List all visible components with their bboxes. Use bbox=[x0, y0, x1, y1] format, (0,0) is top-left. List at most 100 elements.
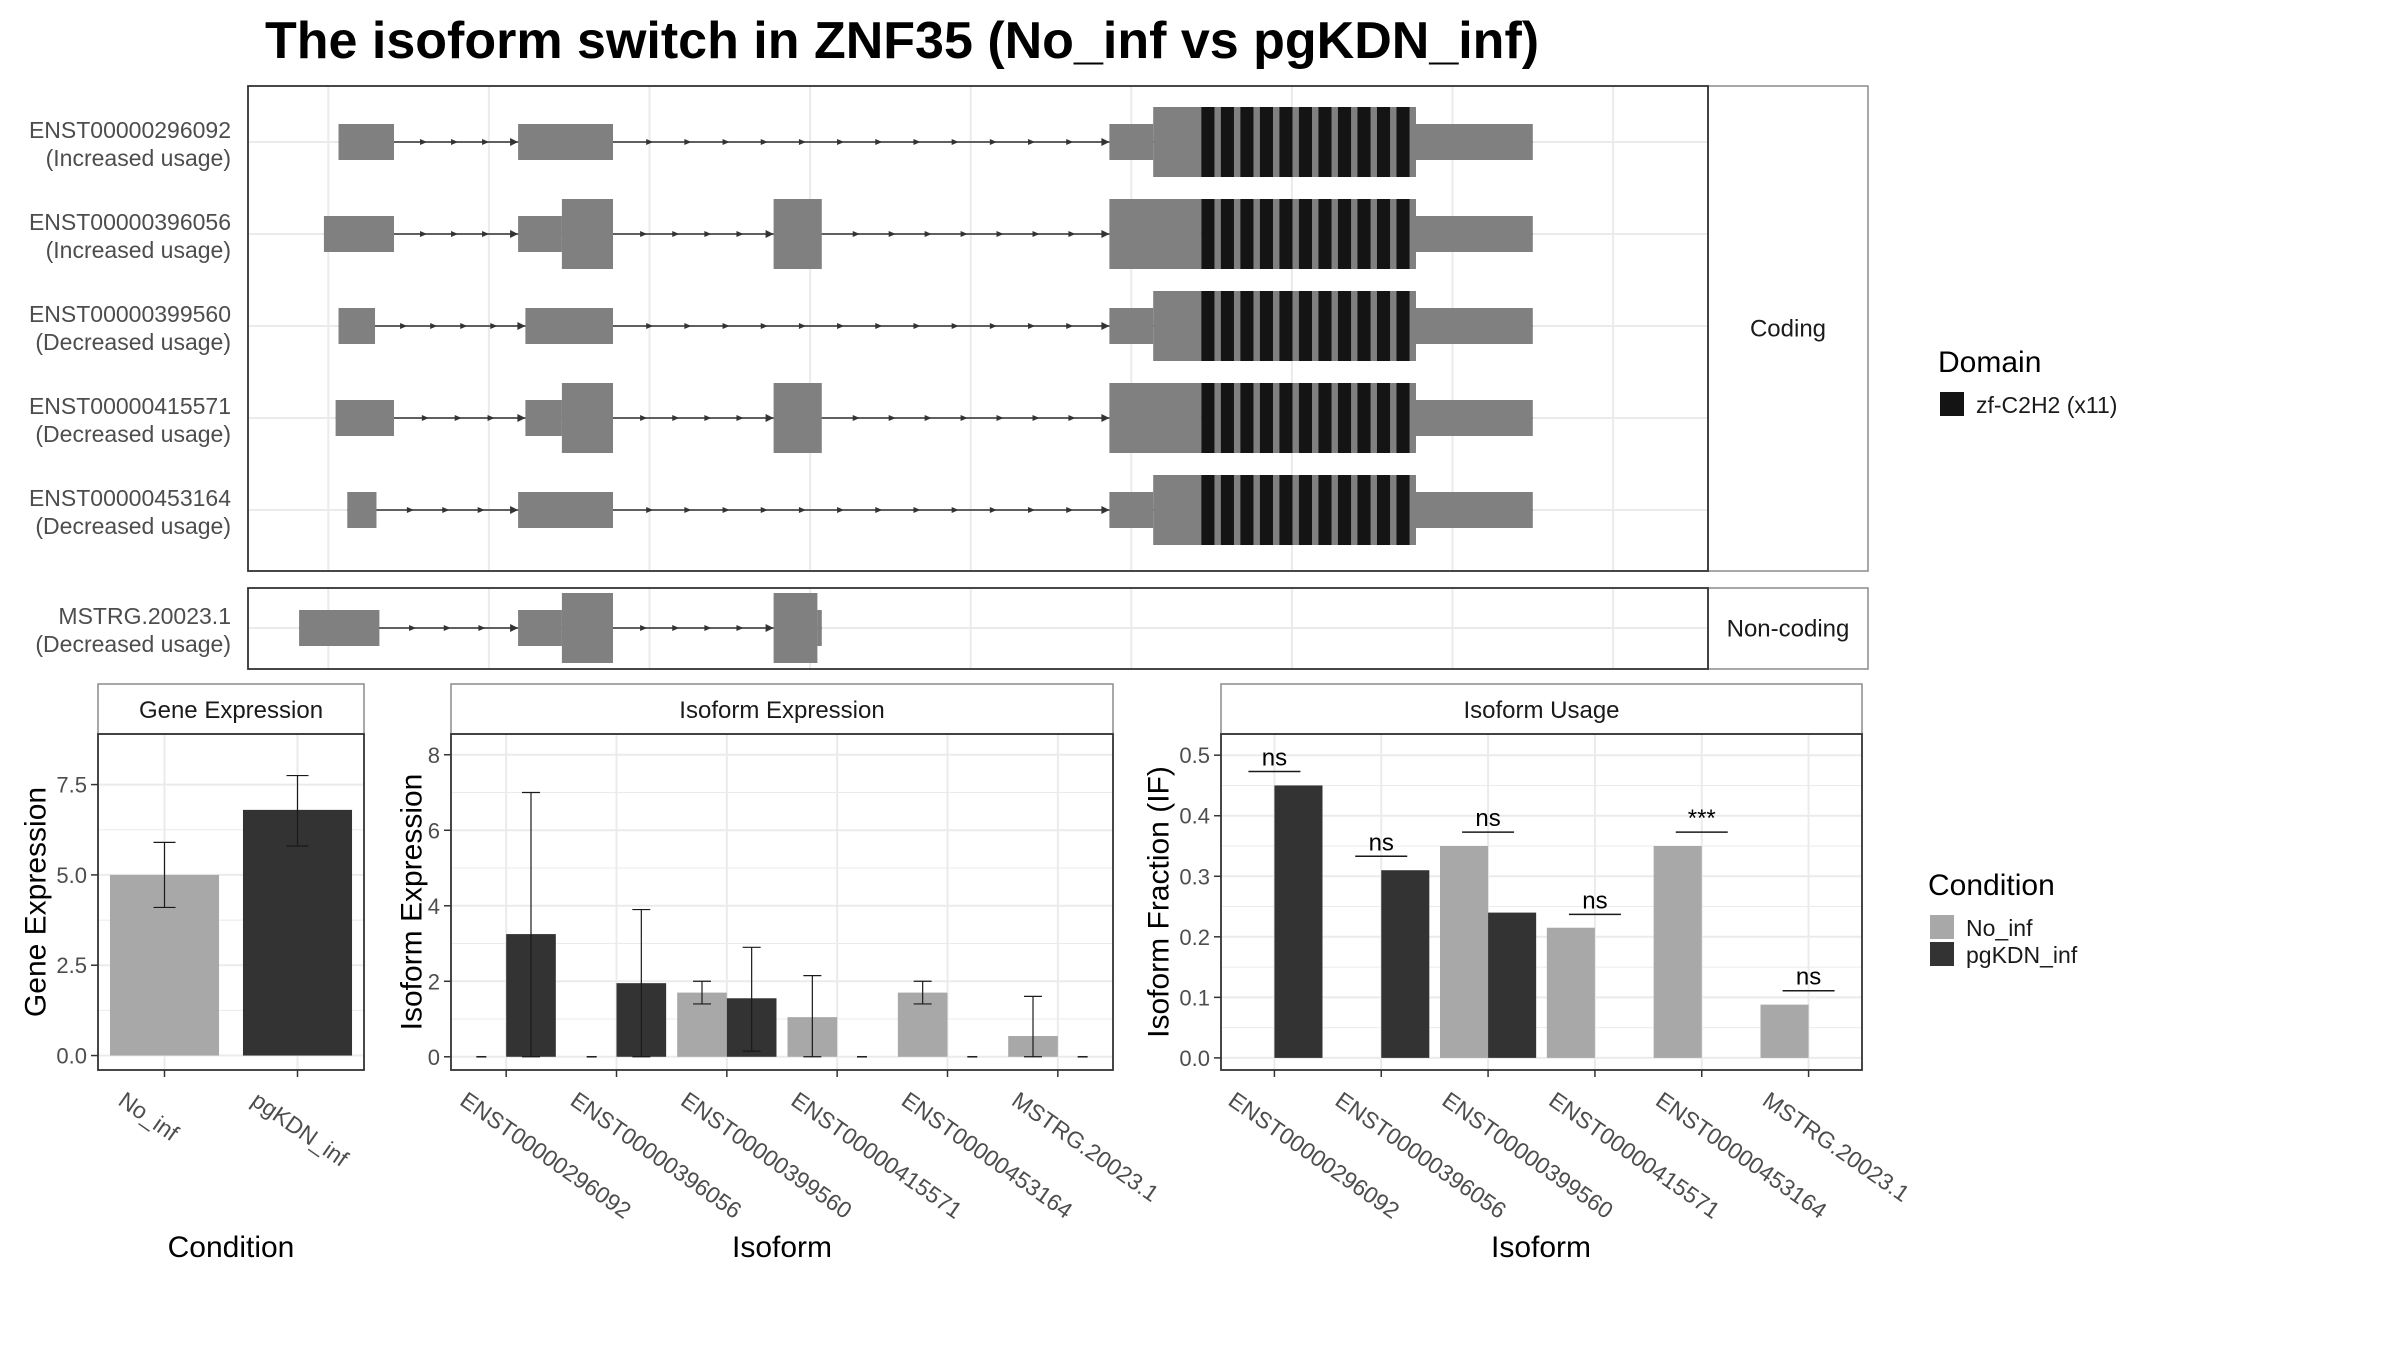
zf-c2h2-domain bbox=[1376, 383, 1391, 453]
significance-label: ns bbox=[1262, 745, 1287, 772]
intron-arrow bbox=[420, 231, 428, 237]
exon bbox=[1109, 308, 1154, 344]
intron-arrow bbox=[875, 323, 883, 329]
intron-arrow bbox=[684, 139, 692, 145]
exon bbox=[525, 308, 613, 344]
zf-c2h2-domain bbox=[1396, 475, 1410, 545]
zf-c2h2-domain bbox=[1220, 475, 1234, 545]
zf-c2h2-domain bbox=[1279, 291, 1293, 361]
intron-arrow bbox=[798, 507, 806, 513]
domain-legend-title: Domain bbox=[1938, 346, 2041, 379]
y-tick-label: 0.4 bbox=[1179, 804, 1210, 829]
zf-c2h2-domain bbox=[1298, 199, 1313, 269]
intron-arrow bbox=[442, 507, 450, 513]
domain-legend-key bbox=[1940, 392, 1964, 416]
exon bbox=[323, 216, 394, 252]
exon bbox=[525, 400, 562, 436]
intron-arrow bbox=[477, 507, 485, 513]
intron-arrow bbox=[1028, 507, 1036, 513]
zf-c2h2-domain bbox=[1318, 107, 1332, 177]
intron-arrow bbox=[672, 625, 680, 631]
y-axis-label: Gene Expression bbox=[20, 787, 53, 1017]
intron-arrow bbox=[765, 414, 774, 422]
facet-strip-noncoding bbox=[1707, 587, 1869, 670]
intron-arrow bbox=[1066, 323, 1074, 329]
intron-arrow bbox=[487, 415, 495, 421]
transcript-panel-border bbox=[247, 85, 1709, 572]
intron-arrow bbox=[722, 323, 730, 329]
chart-plot-area bbox=[451, 734, 1113, 1070]
y-axis-label: Isoform Expression bbox=[396, 774, 429, 1031]
facet-strip-label-coding: Coding bbox=[1750, 316, 1826, 343]
intron-arrow bbox=[888, 415, 896, 421]
intron-arrow bbox=[482, 139, 490, 145]
significance-label: ns bbox=[1582, 887, 1607, 914]
intron-arrow bbox=[924, 231, 932, 237]
intron-arrow bbox=[640, 231, 648, 237]
bar-chart-panels: Gene Expression 0.0 2.5 5.0 7.5 No_inf pgKDN_i… bbox=[20, 683, 1914, 1264]
zf-c2h2-domain bbox=[1318, 475, 1332, 545]
intron-arrow bbox=[443, 625, 451, 631]
exon bbox=[561, 593, 613, 663]
transcript-structure-plot: CodingNon-codingENST00000296092(Increase… bbox=[29, 85, 1869, 670]
condition-legend-title: Condition bbox=[1928, 869, 2055, 902]
y-tick-label: 5.0 bbox=[56, 863, 87, 888]
zf-c2h2-domain bbox=[1357, 475, 1371, 545]
x-axis-label: Isoform bbox=[1491, 1231, 1591, 1264]
intron-arrow bbox=[760, 139, 768, 145]
exon bbox=[335, 400, 394, 436]
chart-strip bbox=[1220, 683, 1863, 735]
intron-arrow bbox=[1068, 231, 1076, 237]
condition-legend-label-no-inf: No_inf bbox=[1966, 915, 2033, 941]
domain-legend: Domain zf-C2H2 (x11) bbox=[1938, 346, 2117, 418]
intron-arrow bbox=[510, 624, 519, 632]
zf-c2h2-domain bbox=[1337, 475, 1352, 545]
zf-c2h2-domain bbox=[1240, 475, 1254, 545]
transcript-usage-label: (Decreased usage) bbox=[35, 513, 231, 539]
zf-c2h2-domain bbox=[1396, 107, 1410, 177]
intron-arrow bbox=[1032, 415, 1040, 421]
intron-arrow bbox=[704, 625, 712, 631]
zf-c2h2-domain bbox=[1201, 383, 1215, 453]
zf-c2h2-domain bbox=[1201, 291, 1215, 361]
intron-arrow bbox=[1101, 506, 1110, 514]
exon bbox=[1416, 124, 1533, 160]
condition-legend-label-pgkdn-inf: pgKDN_inf bbox=[1966, 942, 2078, 968]
x-tick-label: pgKDN_inf bbox=[247, 1087, 354, 1172]
intron-arrow bbox=[430, 323, 438, 329]
x-tick-label: ENST00000453164 bbox=[1651, 1087, 1832, 1224]
chart-panel-0: Gene Expression 0.0 2.5 5.0 7.5 No_inf pgKDN_i… bbox=[20, 683, 365, 1264]
x-axis-label: Condition bbox=[168, 1231, 295, 1264]
intron-arrow bbox=[837, 139, 845, 145]
zf-c2h2-domain bbox=[1240, 383, 1254, 453]
intron-arrow bbox=[722, 507, 730, 513]
transcript-usage-label: (Increased usage) bbox=[46, 237, 231, 263]
intron-arrow bbox=[672, 415, 680, 421]
intron-arrow bbox=[510, 138, 519, 146]
exon bbox=[347, 492, 377, 528]
zf-c2h2-domain bbox=[1376, 475, 1391, 545]
intron-arrow bbox=[736, 231, 744, 237]
intron-arrow bbox=[765, 624, 774, 632]
intron-arrow bbox=[510, 506, 519, 514]
transcript-panel-border bbox=[247, 587, 1709, 670]
exon bbox=[1109, 199, 1202, 269]
zf-c2h2-domain bbox=[1298, 107, 1313, 177]
intron-arrow bbox=[798, 139, 806, 145]
y-axis-label: Isoform Fraction (IF) bbox=[1143, 766, 1176, 1038]
exon bbox=[1416, 216, 1533, 252]
condition-legend-key-pgkdn-inf bbox=[1930, 942, 1954, 966]
intron-arrow bbox=[722, 139, 730, 145]
exon bbox=[561, 383, 613, 453]
chart-panel-border bbox=[450, 733, 1114, 1071]
bar bbox=[1488, 912, 1537, 1058]
zf-c2h2-domain bbox=[1318, 199, 1332, 269]
zf-c2h2-domain bbox=[1376, 291, 1391, 361]
y-tick-label: 2 bbox=[428, 969, 440, 994]
x-tick-label: ENST00000396056 bbox=[1331, 1087, 1511, 1224]
intron-arrow bbox=[684, 323, 692, 329]
exon bbox=[1416, 492, 1533, 528]
bar bbox=[1653, 846, 1702, 1058]
significance-label: ns bbox=[1369, 829, 1394, 856]
domain-legend-label: zf-C2H2 (x11) bbox=[1976, 392, 2117, 418]
